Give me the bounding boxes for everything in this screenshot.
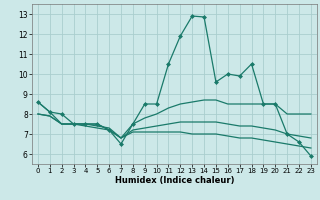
X-axis label: Humidex (Indice chaleur): Humidex (Indice chaleur) (115, 176, 234, 185)
